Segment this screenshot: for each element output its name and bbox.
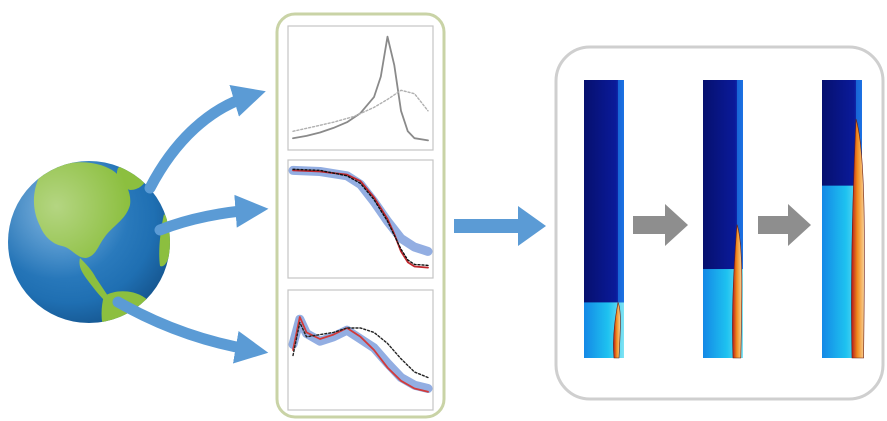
peak-curve-plot	[287, 25, 434, 151]
simulation-wall-layer	[737, 80, 743, 270]
plot-series-line	[292, 168, 429, 267]
gray-step-arrow	[758, 204, 811, 246]
curved-arrow-to-bottom-plot	[112, 296, 269, 364]
flame-plume	[732, 224, 743, 359]
plot-series-line	[292, 316, 429, 393]
curved-arrow-to-top-plot	[144, 84, 266, 194]
profile-curve-plot	[287, 289, 434, 411]
curved-arrow-to-middle-plot	[154, 194, 269, 236]
plot-frame	[287, 159, 434, 279]
simulation-snapshot	[584, 80, 624, 359]
decay-curve-plot	[287, 159, 434, 279]
plot-series-line	[292, 35, 429, 142]
gray-step-arrow	[633, 204, 688, 246]
globe-icon	[8, 161, 170, 323]
plot-series-line	[292, 89, 429, 133]
flame-plume	[613, 301, 621, 359]
simulation-wall-layer	[618, 80, 624, 303]
simulation-snapshot	[822, 80, 865, 359]
simulation-snapshot	[703, 80, 743, 359]
plot-frame	[287, 25, 434, 151]
flame-plume	[851, 118, 865, 359]
results-panel	[554, 45, 885, 401]
plot-frame	[287, 289, 434, 411]
validation-panel	[275, 12, 446, 419]
fan-out-arrows	[112, 84, 269, 364]
main-arrow	[454, 206, 546, 246]
plot-series-line	[292, 321, 429, 379]
